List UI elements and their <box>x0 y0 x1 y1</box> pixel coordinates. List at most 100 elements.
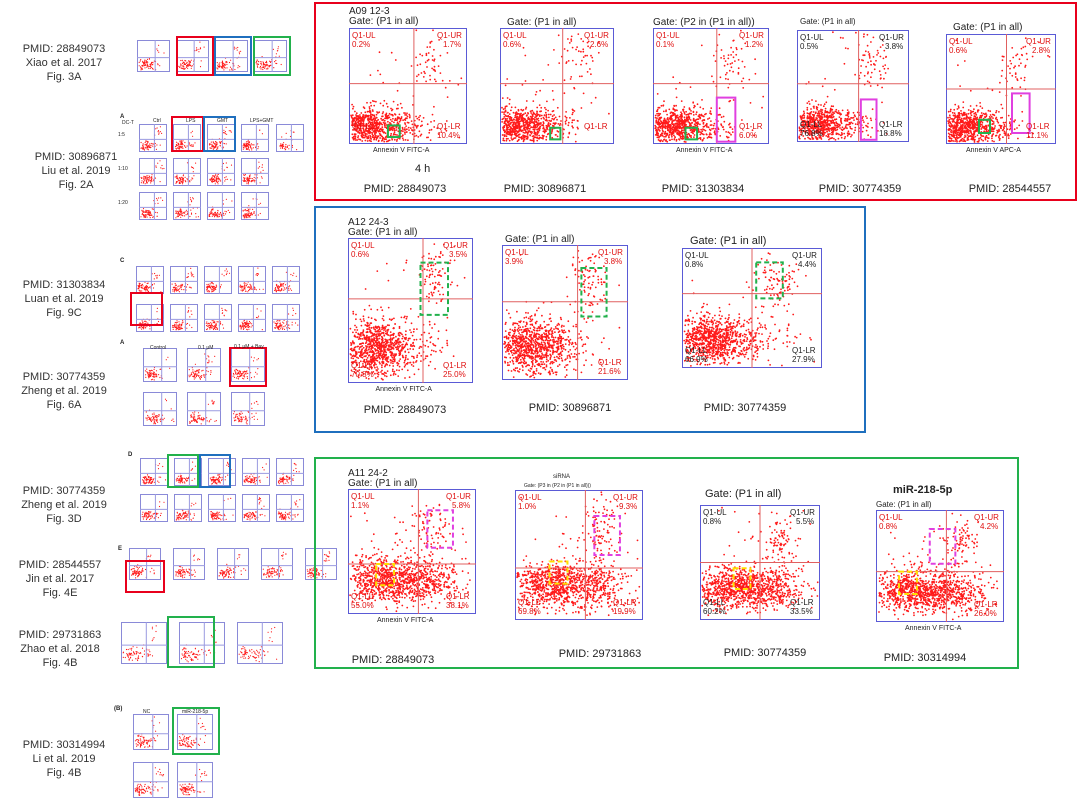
event-dots <box>171 307 193 331</box>
li-col-0: NC <box>143 709 151 715</box>
plot-title: A12 24-3 <box>348 217 389 228</box>
cell-events <box>171 307 193 331</box>
plot-frame <box>272 304 300 332</box>
event-dots <box>262 551 287 578</box>
zheng3d-thumb-1-2 <box>208 494 236 522</box>
plot-frame <box>139 192 167 220</box>
cell-events <box>180 629 217 663</box>
plot-frame <box>204 266 232 294</box>
magenta-dashed-box <box>928 528 957 565</box>
zheng3d-green-highlight <box>167 454 199 488</box>
x-axis-label: Annexin V FITC-A <box>373 147 430 154</box>
event-dots <box>683 252 816 367</box>
scatter-plot-blue-1 <box>502 245 628 380</box>
magenta-dashed-box <box>593 515 621 556</box>
plot-gate: Gate: (P1 in all) <box>349 16 419 27</box>
event-dots <box>175 554 201 579</box>
caption-pmid: PMID: 29731863 <box>18 629 102 641</box>
quadrant-lr-value: 38.1% <box>446 601 469 610</box>
x-axis-label: Annexin V FITC-A <box>905 625 962 632</box>
yellow-dashed-box <box>898 570 918 595</box>
event-dots <box>242 161 264 185</box>
caption-figure: Fig. 3A <box>46 71 82 83</box>
cell-events <box>209 461 232 485</box>
event-dots <box>174 162 197 185</box>
thumb-label-d: D <box>128 452 133 458</box>
xiao-blue-highlight <box>214 36 252 76</box>
cell-events <box>130 554 155 579</box>
li-thumb-1-1 <box>177 762 213 798</box>
plot-frame <box>133 714 169 750</box>
cell-events <box>701 506 819 617</box>
quadrant-ur-value: 5.8% <box>452 501 471 510</box>
plot-caption: PMID: 30774359 <box>723 647 807 659</box>
liu-thumb-1-0 <box>139 158 167 186</box>
caption-author: Liu et al. 2019 <box>41 165 111 177</box>
yellow-dashed-box <box>548 560 569 585</box>
quadrant-lr-value: 18.8% <box>879 129 902 138</box>
quadrant-lr-label: Q1-LR <box>443 361 467 370</box>
quadrant-lr-label: Q1-LR <box>446 592 470 601</box>
quadrant-ll-value: 60.2% <box>703 607 726 616</box>
cell-events <box>350 29 463 143</box>
event-dots <box>175 197 200 219</box>
zheng6a-col-2: 0.1 μM + Bay <box>234 344 264 350</box>
green-box <box>684 126 699 141</box>
zhao-thumb-0-0 <box>121 622 167 664</box>
event-dots <box>238 626 278 663</box>
zhao-green-highlight <box>167 616 215 668</box>
luan-thumb-1-2 <box>204 304 232 332</box>
quadrant-ll-value: 69.8% <box>518 607 541 616</box>
cell-events <box>179 768 208 796</box>
xiao-thumb-0-3 <box>254 40 287 72</box>
cell-events <box>262 551 287 578</box>
quadrant-ur-value: 4.2% <box>980 522 999 531</box>
event-dots <box>130 554 155 579</box>
red-panel <box>314 2 1077 201</box>
event-dots <box>171 267 195 293</box>
quadrant-lr-label: Q1-LR <box>974 600 998 609</box>
plot-gate: Gate: (P1 in all) <box>348 478 418 489</box>
thumb-label-c: C <box>120 258 125 264</box>
plot-title: Gate: (P1 in all) <box>953 22 1023 33</box>
zheng3d-thumb-0-2 <box>208 458 236 486</box>
quadrant-ll-label: Q1-LL <box>518 598 541 607</box>
zheng3d-thumb-1-0 <box>140 494 168 522</box>
x-axis-label: Annexin V FITC-A <box>676 147 733 154</box>
cell-events <box>255 46 282 71</box>
caption-figure: Fig. 9C <box>46 307 82 319</box>
quadrant-lr-label: Q1-LR <box>739 122 763 131</box>
thumb-label-b: (B) <box>114 706 123 712</box>
cell-events <box>503 250 621 379</box>
plot-frame <box>237 622 283 664</box>
event-dots <box>140 197 164 219</box>
cell-events <box>206 268 231 293</box>
event-dots <box>306 551 331 579</box>
li-thumb-0-1 <box>177 714 213 750</box>
plot-frame <box>136 266 164 294</box>
cell-events <box>140 197 164 219</box>
x-axis-label: Annexin V FITC-A <box>375 386 432 393</box>
cell-events <box>122 625 157 662</box>
caption-xiao-2017: PMID: 28849073 Xiao et al. 2017 Fig. 3A <box>10 42 118 84</box>
plot-frame <box>187 392 221 426</box>
quadrant-lr-label: Q1-LR <box>598 358 622 367</box>
plot-gate: Gate: (P1 in all) <box>876 500 932 509</box>
event-dots <box>140 126 163 151</box>
yellow-dashed-box <box>732 567 752 590</box>
luan-red-highlight <box>130 292 163 326</box>
green-panel <box>314 457 1019 669</box>
plot-frame <box>129 548 161 580</box>
quadrant-ur-value: 4.4% <box>798 260 817 269</box>
scatter-plot-blue-0 <box>348 238 473 383</box>
quadrant-ur-label: Q1-UR <box>792 251 817 260</box>
quadrant-ll-label: Q1-LL <box>800 120 823 129</box>
quadrant-ur-label: Q1-UR <box>974 513 999 522</box>
plot-caption: PMID: 30774359 <box>818 183 902 195</box>
plot-frame <box>238 304 266 332</box>
xiao-green-highlight <box>253 36 291 76</box>
quadrant-lr-value: 21.6% <box>598 367 621 376</box>
cell-events <box>171 267 195 293</box>
quadrant-ul-label: Q1-UL <box>352 31 376 40</box>
caption-author: Luan et al. 2019 <box>24 293 104 305</box>
